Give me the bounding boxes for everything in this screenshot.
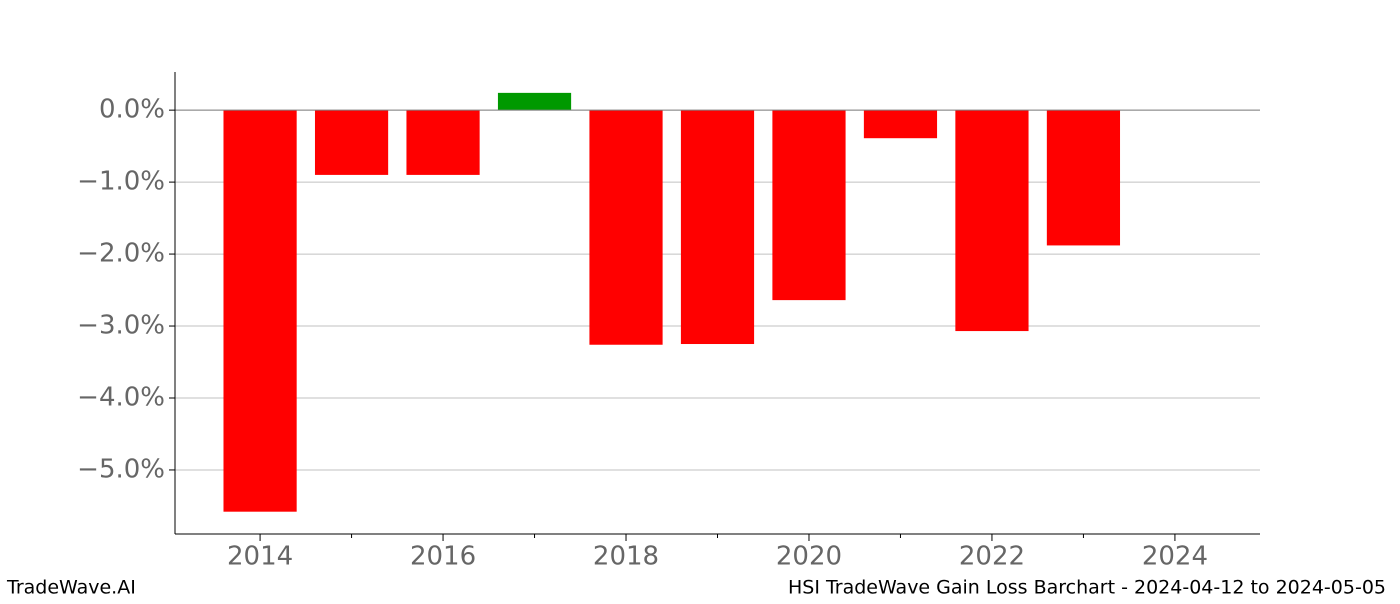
x-tick-label: 2024 [1142,542,1208,572]
x-tick-label: 2020 [776,542,842,572]
x-tick-label: 2018 [593,542,659,572]
y-tick-label: 0.0% [99,95,165,125]
footer-left: TradeWave.AI [6,577,136,599]
bar [223,110,297,512]
bar [1046,110,1121,246]
bar [680,110,755,345]
y-tick-label: −1.0% [77,167,165,197]
bar [589,110,663,345]
x-tick-label: 2016 [410,542,476,572]
x-tick-label: 2022 [959,542,1025,572]
y-tick-label: −2.0% [77,239,165,269]
footer-right: HSI TradeWave Gain Loss Barchart - 2024-… [788,577,1386,599]
bar [406,110,480,175]
bar [497,92,572,111]
x-tick-label: 2014 [227,542,293,572]
bar [863,110,938,139]
y-tick-label: −4.0% [77,382,165,412]
bar [314,110,389,175]
bar [772,110,846,301]
bar [955,110,1029,332]
y-tick-label: −3.0% [77,311,165,341]
y-tick-label: −5.0% [77,454,165,484]
